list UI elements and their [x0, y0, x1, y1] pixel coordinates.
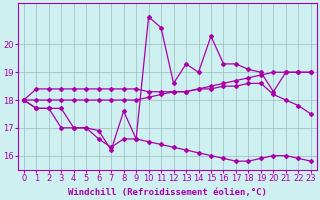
- X-axis label: Windchill (Refroidissement éolien,°C): Windchill (Refroidissement éolien,°C): [68, 188, 267, 197]
